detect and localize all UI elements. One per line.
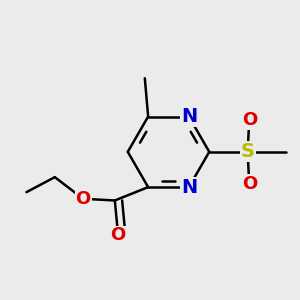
Text: O: O [110, 226, 126, 244]
Text: O: O [242, 111, 257, 129]
Text: O: O [76, 190, 91, 208]
Text: N: N [181, 107, 197, 126]
Text: N: N [181, 178, 197, 196]
Text: S: S [241, 142, 255, 161]
Text: O: O [242, 175, 257, 193]
